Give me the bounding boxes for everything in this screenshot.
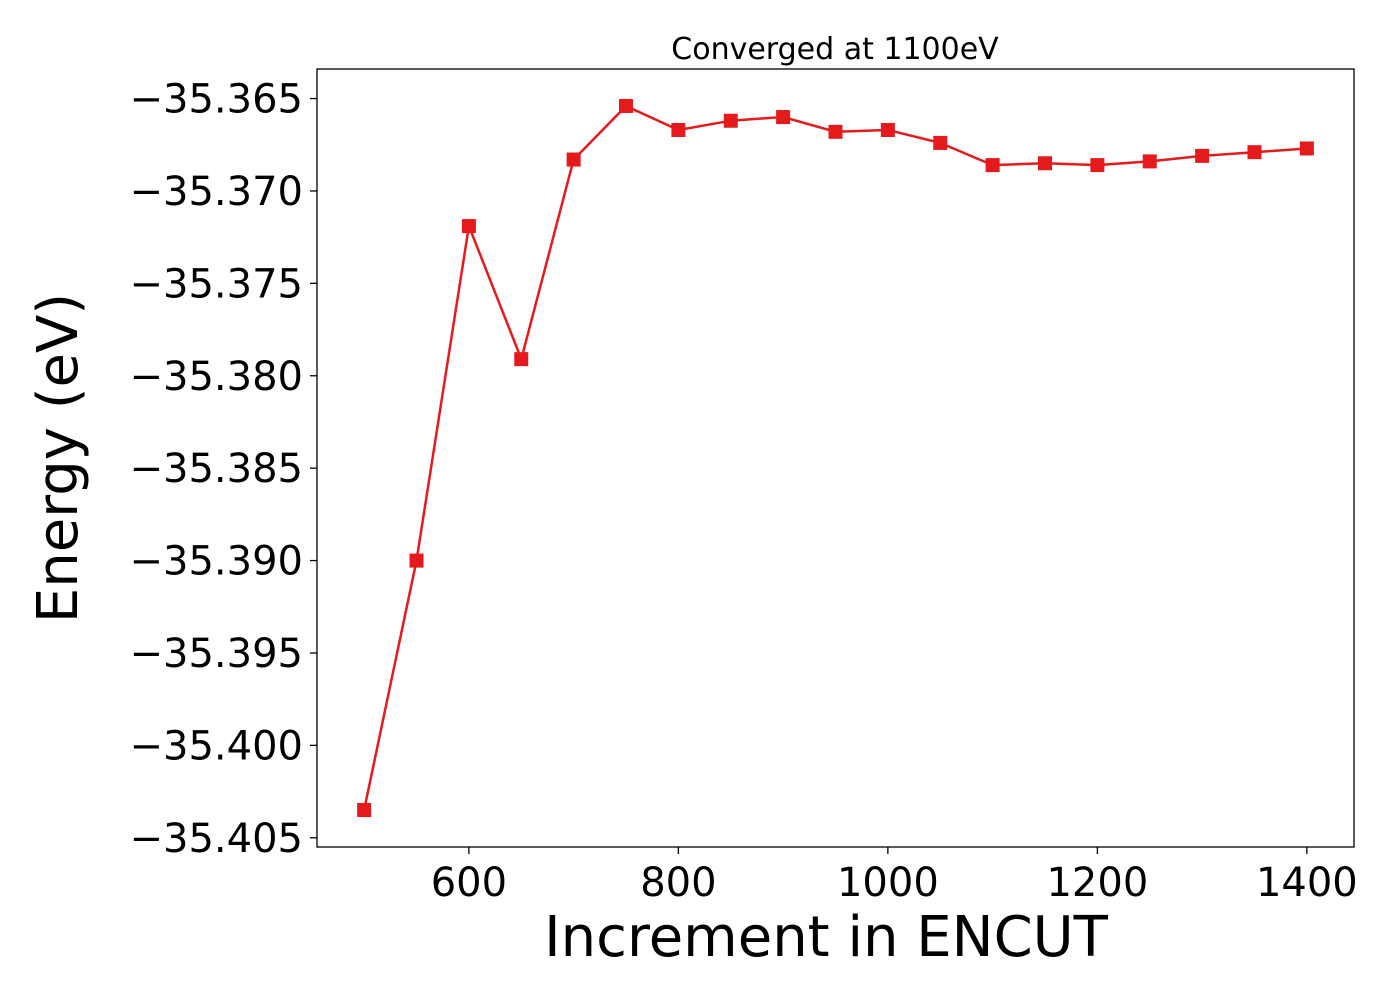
data-point-marker <box>514 352 529 367</box>
y-tick-label: −35.400 <box>130 723 303 769</box>
x-tick-label: 1400 <box>1256 860 1358 906</box>
plot-area: 600 800 1000 1200 1400 −35.365 −35.370 −35.375 −… <box>130 68 1358 906</box>
data-point-marker <box>723 113 738 128</box>
x-axis-title: Increment in ENCUT <box>544 905 1109 970</box>
x-tick-label: 800 <box>640 860 716 906</box>
data-point-marker <box>776 110 791 125</box>
y-tick-label: −35.390 <box>130 539 303 585</box>
data-point-marker <box>1142 154 1157 169</box>
y-tick-label: −35.365 <box>130 77 303 123</box>
x-tick-label: 1000 <box>837 860 939 906</box>
y-tick-label: −35.405 <box>130 816 303 862</box>
y-tick-label: −35.380 <box>130 354 303 400</box>
data-point-marker <box>619 98 634 113</box>
chart-title: Converged at 1100eV <box>671 32 999 67</box>
data-point-marker <box>1195 148 1210 163</box>
y-tick-label: −35.385 <box>130 446 303 492</box>
data-point-marker <box>880 122 895 137</box>
y-tick-label: −35.370 <box>130 169 303 215</box>
data-point-marker <box>828 124 843 139</box>
series-line <box>362 104 1307 811</box>
x-tick-label: 1200 <box>1046 860 1148 906</box>
data-point-marker <box>1090 158 1105 173</box>
data-point-marker <box>1037 156 1052 171</box>
data-point-marker <box>1299 141 1314 156</box>
y-axis-title: Energy (eV) <box>26 293 91 623</box>
data-point-marker <box>409 553 424 568</box>
x-tick-label: 600 <box>431 860 507 906</box>
data-point-marker <box>985 158 1000 173</box>
data-point-marker <box>933 135 948 150</box>
data-point-marker <box>566 152 581 167</box>
data-point-marker <box>357 803 372 818</box>
plot-frame <box>316 68 1355 848</box>
data-point-marker <box>461 219 476 234</box>
data-point-marker <box>1247 145 1262 160</box>
y-tick-label: −35.395 <box>130 631 303 677</box>
data-point-marker <box>671 122 686 137</box>
y-tick-label: −35.375 <box>130 261 303 307</box>
